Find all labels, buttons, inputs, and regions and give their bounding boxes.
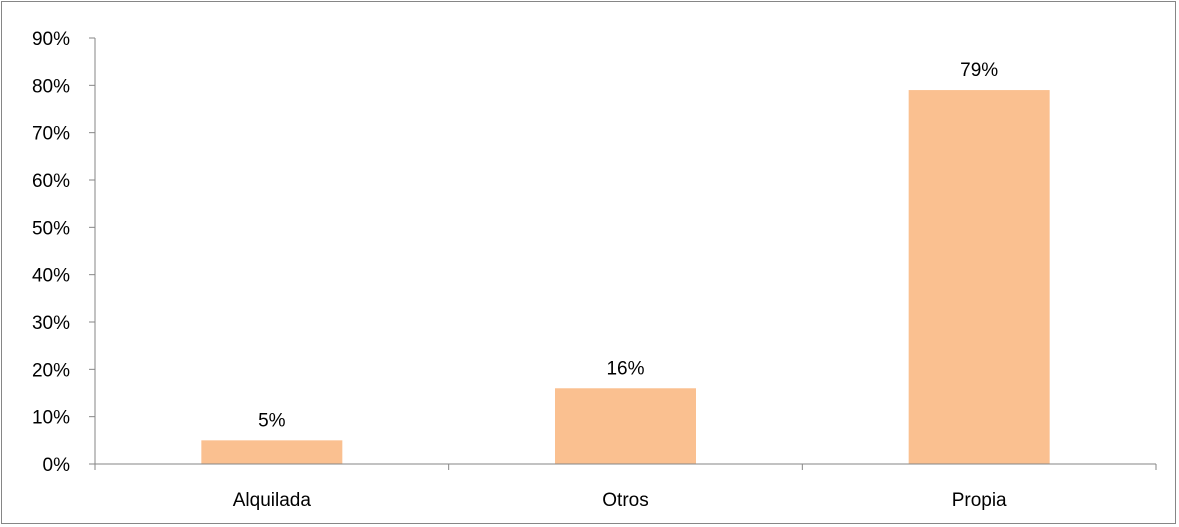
- bar-otros: [555, 388, 696, 464]
- x-category-label: Alquilada: [233, 490, 312, 511]
- y-tick-label: 0%: [43, 455, 71, 476]
- data-label: 5%: [258, 410, 286, 431]
- y-tick-label: 60%: [32, 171, 70, 192]
- bars: [201, 90, 1050, 465]
- y-tick-label: 90%: [32, 29, 70, 50]
- data-label: 79%: [960, 60, 998, 81]
- axes: [94, 38, 1157, 470]
- y-tick-label: 40%: [32, 266, 70, 287]
- x-category-label: Otros: [602, 490, 648, 511]
- y-tick-label: 20%: [32, 360, 70, 381]
- y-tick-label: 10%: [32, 408, 70, 429]
- bar-alquilada: [201, 440, 343, 464]
- y-axis-ticks: [89, 37, 95, 465]
- data-label: 16%: [606, 358, 644, 379]
- y-tick-label: 70%: [32, 124, 70, 145]
- labels: 0% 10% 20% 30% 40% 50% 60% 70% 80% 90% 5% Alquilada…: [32, 29, 1007, 511]
- x-category-label: Propia: [952, 490, 1007, 511]
- y-tick-label: 50%: [32, 218, 70, 239]
- y-tick-label: 30%: [32, 313, 70, 334]
- bar-propia: [908, 90, 1050, 465]
- y-tick-label: 80%: [32, 76, 70, 97]
